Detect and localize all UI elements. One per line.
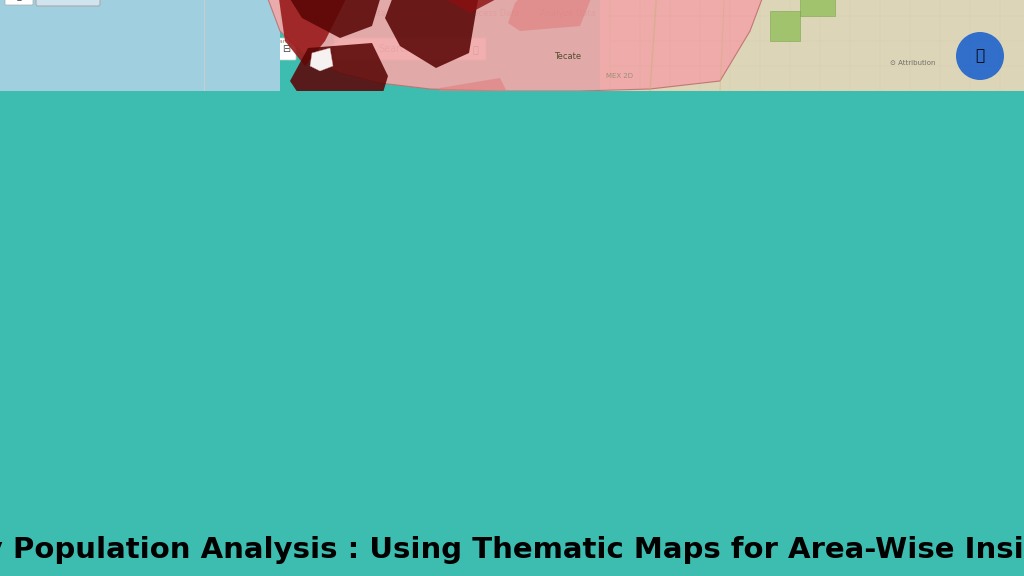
FancyBboxPatch shape [36,0,100,6]
Polygon shape [508,0,592,31]
Text: J: J [1009,9,1012,18]
Polygon shape [428,78,515,156]
Text: 🖨: 🖨 [239,44,245,54]
Circle shape [956,32,1004,80]
Text: 🔍: 🔍 [472,44,478,54]
Text: Map Analysis: Map Analysis [8,1,81,12]
Polygon shape [258,0,860,91]
FancyBboxPatch shape [254,38,274,60]
FancyBboxPatch shape [334,38,486,60]
Text: ⊙ Attribution: ⊙ Attribution [890,60,936,66]
Text: ⌂: ⌂ [82,9,88,18]
Text: ⧉: ⧉ [232,9,238,18]
Text: Easy Population Analysis : Using Thematic Maps for Area-Wise Insights: Easy Population Analysis : Using Themati… [0,536,1024,564]
Polygon shape [800,0,835,16]
Text: Contact us: Contact us [840,9,881,18]
Polygon shape [770,11,800,41]
Text: ⊟: ⊟ [282,44,290,54]
Text: ⇔: ⇔ [171,9,178,18]
FancyBboxPatch shape [744,1,814,26]
Text: San Juan Capistrano: San Juan Capistrano [275,39,339,44]
Text: Search: Search [378,44,412,54]
Text: ⊞: ⊞ [260,44,268,54]
Text: products: products [958,9,991,18]
Text: Dashboard: Dashboard [756,9,803,18]
Text: Process Data: Process Data [465,9,520,18]
Polygon shape [285,0,384,38]
Text: Tecate: Tecate [554,52,582,61]
Text: Share Map: Share Map [615,9,659,18]
Text: MAPX: MAPX [8,16,30,25]
Text: Create Data: Create Data [335,9,386,18]
Text: ◉: ◉ [112,9,119,18]
Text: Pricing |: Pricing | [922,9,953,18]
Text: MEX 2D: MEX 2D [606,73,634,79]
Text: ≋: ≋ [207,9,213,18]
Polygon shape [305,116,392,178]
Text: 💬: 💬 [976,48,984,63]
Text: ▾: ▾ [1020,10,1024,17]
Polygon shape [418,0,512,13]
Bar [0,0,280,91]
FancyBboxPatch shape [276,38,296,60]
Text: Analyze Data: Analyze Data [540,9,596,18]
FancyBboxPatch shape [232,38,252,60]
Polygon shape [313,122,337,144]
Text: FAQ: FAQ [890,9,904,18]
Polygon shape [270,0,430,66]
Polygon shape [310,48,333,71]
Text: ⬆: ⬆ [141,9,148,18]
Text: Add Upload: Add Upload [265,9,313,18]
Text: ⊕: ⊕ [214,44,222,54]
Polygon shape [290,43,388,128]
Text: ▴: ▴ [16,0,22,2]
Polygon shape [385,0,478,68]
FancyBboxPatch shape [5,0,33,5]
Text: Style Data: Style Data [400,9,443,18]
FancyBboxPatch shape [208,38,228,60]
Circle shape [997,1,1023,26]
